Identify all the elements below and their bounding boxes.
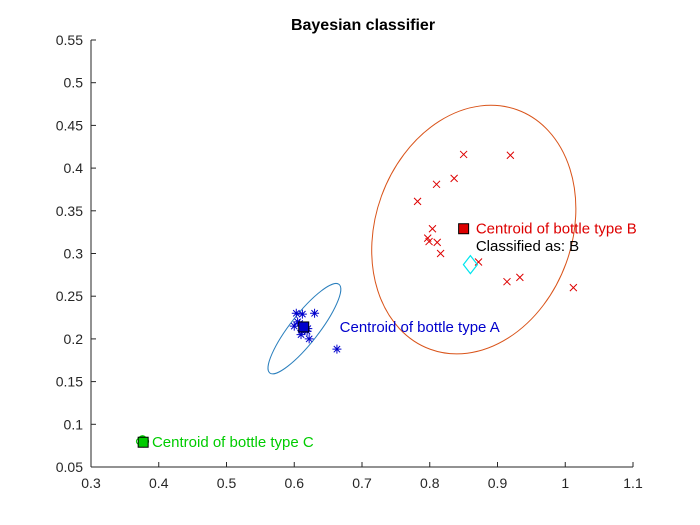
centroid-marker-1 [458,223,470,235]
annotation-label: Centroid of bottle type C [152,434,314,451]
test-sample-diamond [462,254,479,275]
annotation-label: Centroid of bottle type A [340,319,500,336]
data-point-asterisk-marker [289,321,299,331]
data-point-x-marker [433,238,442,247]
y-tick-label: 0.35 [56,203,83,219]
y-tick-label: 0.15 [56,374,83,390]
y-tick-label: 0.1 [64,416,84,432]
data-point-x-marker [474,258,483,266]
annotation-label: Classified as: B [476,238,579,255]
annotation-label: Centroid of bottle type B [476,221,637,238]
chart-title: Bayesian classifier [291,17,435,34]
x-tick-label: 1.1 [623,475,643,491]
data-point-asterisk-marker [293,317,303,327]
x-tick-label: 0.5 [217,475,237,491]
x-tick-label: 1 [561,475,569,491]
x-tick-label: 0.3 [81,475,101,491]
y-tick-label: 0.2 [64,331,84,347]
data-point-x-marker [413,197,422,206]
data-point-asterisk-marker [310,308,320,318]
data-point-x-marker [569,283,578,292]
covariance-ellipse-1 [371,104,577,355]
data-point-asterisk-marker [332,344,342,354]
data-point-x-marker [459,150,468,159]
data-point-x-marker [506,151,515,160]
data-point-asterisk-marker [304,334,314,344]
y-tick-label: 0.55 [56,32,83,48]
y-tick-label: 0.4 [64,160,84,176]
centroid-marker-0 [298,321,310,333]
x-tick-label: 0.4 [149,475,169,491]
x-tick-label: 0.9 [488,475,508,491]
data-point-x-marker [432,180,441,189]
data-point-x-marker [450,174,458,183]
y-tick-label: 0.45 [56,117,83,133]
data-point-x-marker [428,224,437,233]
data-point-x-marker [516,273,524,282]
x-tick-label: 0.8 [420,475,440,491]
data-point-x-marker [503,277,511,286]
y-tick-label: 0.3 [64,246,84,262]
data-point-asterisk-marker [297,309,307,319]
y-tick-label: 0.5 [64,75,84,91]
data-point-asterisk-marker [291,308,301,318]
covariance-ellipse-0 [267,282,342,375]
y-tick-label: 0.05 [56,459,83,475]
data-point-x-marker [436,249,445,258]
x-tick-label: 0.6 [285,475,305,491]
x-tick-label: 0.7 [352,475,372,491]
data-point-asterisk-marker [296,330,306,340]
plot-area: 0.3 0.4 0.5 0.6 0.7 0.8 0.9 1 1.1 0.05 0.1 0.15 0.2 0… [56,32,643,491]
centroid-marker-2 [137,436,149,448]
data-point-x-marker [425,237,433,246]
y-tick-label: 0.25 [56,288,83,304]
